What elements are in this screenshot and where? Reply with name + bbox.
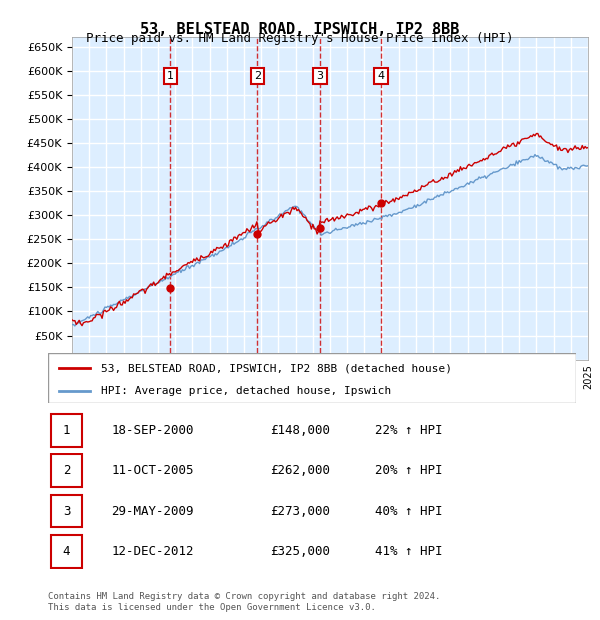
- Text: 12-DEC-2012: 12-DEC-2012: [112, 545, 194, 558]
- FancyBboxPatch shape: [50, 454, 82, 487]
- Text: 29-MAY-2009: 29-MAY-2009: [112, 505, 194, 518]
- Text: 18-SEP-2000: 18-SEP-2000: [112, 424, 194, 437]
- FancyBboxPatch shape: [50, 414, 82, 447]
- Text: 40% ↑ HPI: 40% ↑ HPI: [376, 505, 443, 518]
- FancyBboxPatch shape: [50, 535, 82, 568]
- Text: £148,000: £148,000: [270, 424, 330, 437]
- Text: HPI: Average price, detached house, Ipswich: HPI: Average price, detached house, Ipsw…: [101, 386, 391, 396]
- Text: 22% ↑ HPI: 22% ↑ HPI: [376, 424, 443, 437]
- Text: 20% ↑ HPI: 20% ↑ HPI: [376, 464, 443, 477]
- FancyBboxPatch shape: [50, 495, 82, 528]
- Text: 2: 2: [254, 71, 261, 81]
- Text: 3: 3: [316, 71, 323, 81]
- FancyBboxPatch shape: [48, 353, 576, 403]
- Text: Price paid vs. HM Land Registry's House Price Index (HPI): Price paid vs. HM Land Registry's House …: [86, 32, 514, 45]
- Text: 1: 1: [167, 71, 174, 81]
- Text: 3: 3: [63, 505, 70, 518]
- Text: 1: 1: [63, 424, 70, 437]
- Text: 4: 4: [377, 71, 385, 81]
- Text: £325,000: £325,000: [270, 545, 330, 558]
- Text: 11-OCT-2005: 11-OCT-2005: [112, 464, 194, 477]
- Text: £262,000: £262,000: [270, 464, 330, 477]
- Text: £273,000: £273,000: [270, 505, 330, 518]
- Text: 53, BELSTEAD ROAD, IPSWICH, IP2 8BB (detached house): 53, BELSTEAD ROAD, IPSWICH, IP2 8BB (det…: [101, 363, 452, 373]
- Text: 4: 4: [63, 545, 70, 558]
- Text: Contains HM Land Registry data © Crown copyright and database right 2024.
This d: Contains HM Land Registry data © Crown c…: [48, 592, 440, 611]
- Text: 2: 2: [63, 464, 70, 477]
- Text: 41% ↑ HPI: 41% ↑ HPI: [376, 545, 443, 558]
- Text: 53, BELSTEAD ROAD, IPSWICH, IP2 8BB: 53, BELSTEAD ROAD, IPSWICH, IP2 8BB: [140, 22, 460, 37]
